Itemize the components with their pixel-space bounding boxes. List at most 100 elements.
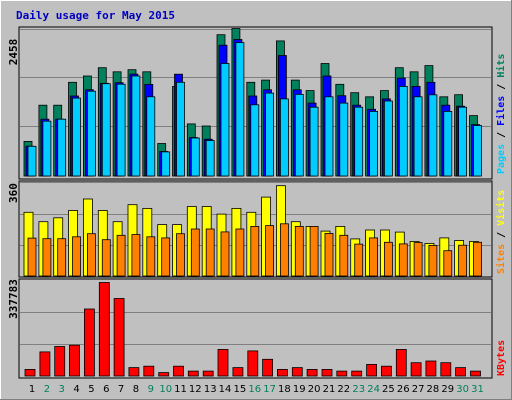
kbytes-bar	[470, 370, 481, 377]
pages-bar	[339, 102, 349, 177]
x-tick-label: 3	[59, 384, 65, 395]
sites-bar	[42, 238, 52, 277]
sites-bar	[131, 234, 141, 277]
pages-bar	[279, 98, 289, 177]
legend-separator: /	[496, 226, 507, 244]
x-tick-label: 30	[456, 384, 469, 395]
x-tick-label: 31	[471, 384, 484, 395]
chart-title: Daily usage for May 2015	[16, 9, 175, 22]
sites-bar	[205, 228, 215, 277]
legend-hits: Hits	[495, 54, 507, 78]
kbytes-bar	[187, 370, 199, 377]
x-tick-label: 13	[204, 384, 217, 395]
x-tick-label: 19	[293, 384, 306, 395]
pages-bar	[190, 137, 200, 177]
pages-bar	[428, 94, 438, 177]
pages-bar	[324, 96, 334, 177]
legend-separator: /	[496, 78, 507, 96]
x-tick-label: 16	[248, 384, 261, 395]
pages-bar	[413, 96, 423, 177]
pages-bar	[116, 83, 126, 177]
sites-bar	[279, 223, 289, 277]
kbytes-bar	[24, 368, 36, 377]
x-tick-label: 15	[234, 384, 247, 395]
pages-bar	[146, 96, 156, 177]
kbytes-bar	[366, 363, 378, 377]
kbytes-bar	[39, 351, 51, 377]
kbytes-bar	[247, 350, 259, 377]
kbytes-bar	[336, 370, 348, 377]
pages-bar	[220, 63, 230, 177]
visits-axis-max-label: 360	[7, 183, 20, 203]
legend-pages: Pages	[496, 144, 507, 174]
x-tick-label: 9	[148, 384, 154, 395]
kbytes-bar	[380, 365, 392, 377]
sites-bar	[27, 237, 37, 277]
kbytes-bar	[69, 344, 80, 377]
pages-bar	[72, 97, 81, 177]
sites-bar	[190, 228, 200, 277]
x-tick-label: 20	[308, 384, 321, 395]
x-tick-label: 26	[397, 384, 410, 395]
legend-separator: /	[496, 126, 507, 144]
visits-legend: Sites / Visits	[495, 190, 507, 274]
sites-bar	[87, 233, 96, 277]
pages-bar	[57, 118, 67, 177]
sites-bar	[294, 225, 304, 277]
x-tick-label: 5	[88, 384, 94, 395]
sites-bar	[265, 225, 275, 277]
sites-bar	[57, 238, 67, 277]
pages-bar	[250, 104, 260, 177]
kbytes-bar	[425, 360, 437, 377]
sites-bar	[324, 232, 334, 277]
x-tick-label: 23	[352, 384, 365, 395]
pages-bar	[235, 42, 245, 177]
sites-bar	[383, 241, 393, 277]
pages-bar	[294, 94, 304, 177]
pages-bar	[309, 106, 319, 177]
pages-bar	[398, 86, 408, 177]
sites-bar	[398, 243, 408, 277]
sites-bar	[176, 233, 185, 277]
sites-bar	[161, 237, 171, 277]
pages-bar	[443, 111, 453, 177]
pages-bar	[131, 75, 141, 177]
x-axis-ticks: 1 2 3 4 5 6 7 8 9 10 11 12 13 14 15 16 17 18 19 20 21 22 23 24 2…	[29, 384, 484, 395]
kbytes-bar	[54, 346, 66, 377]
pages-bar	[383, 100, 393, 177]
kbytes-bar	[410, 362, 422, 377]
pages-bar	[27, 145, 37, 177]
sites-bar	[116, 234, 126, 277]
sites-bar	[146, 236, 156, 277]
kbytes-bar	[113, 298, 125, 377]
sites-bar	[339, 234, 349, 277]
x-tick-label: 2	[44, 384, 50, 395]
sites-bar	[443, 250, 453, 277]
x-tick-label: 14	[219, 384, 232, 395]
hits-axis-max-label: 2458	[7, 39, 20, 66]
sites-bar	[309, 225, 319, 277]
x-tick-label: 17	[263, 384, 276, 395]
sites-bar	[235, 228, 245, 277]
kbytes-bar	[395, 348, 407, 377]
x-tick-label: 21	[323, 384, 336, 395]
x-tick-label: 4	[73, 384, 79, 395]
pages-bar	[87, 90, 96, 177]
pages-bar	[354, 106, 364, 177]
x-tick-label: 8	[133, 384, 139, 395]
x-tick-label: 1	[29, 384, 35, 395]
x-tick-label: 12	[189, 384, 202, 395]
kbytes-bar	[351, 370, 363, 377]
pages-bar	[176, 81, 185, 177]
legend-sites: Sites	[495, 244, 507, 274]
legend-kbytes: KBytes	[496, 340, 507, 376]
kbytes-bar	[158, 372, 170, 377]
pages-bar	[369, 111, 379, 177]
kbytes-bar	[455, 367, 467, 377]
sites-bar	[458, 244, 468, 277]
x-tick-label: 18	[278, 384, 291, 395]
pages-bar	[458, 106, 468, 177]
hits-legend: Pages / Files / Hits	[495, 54, 507, 174]
x-tick-label: 24	[367, 384, 380, 395]
